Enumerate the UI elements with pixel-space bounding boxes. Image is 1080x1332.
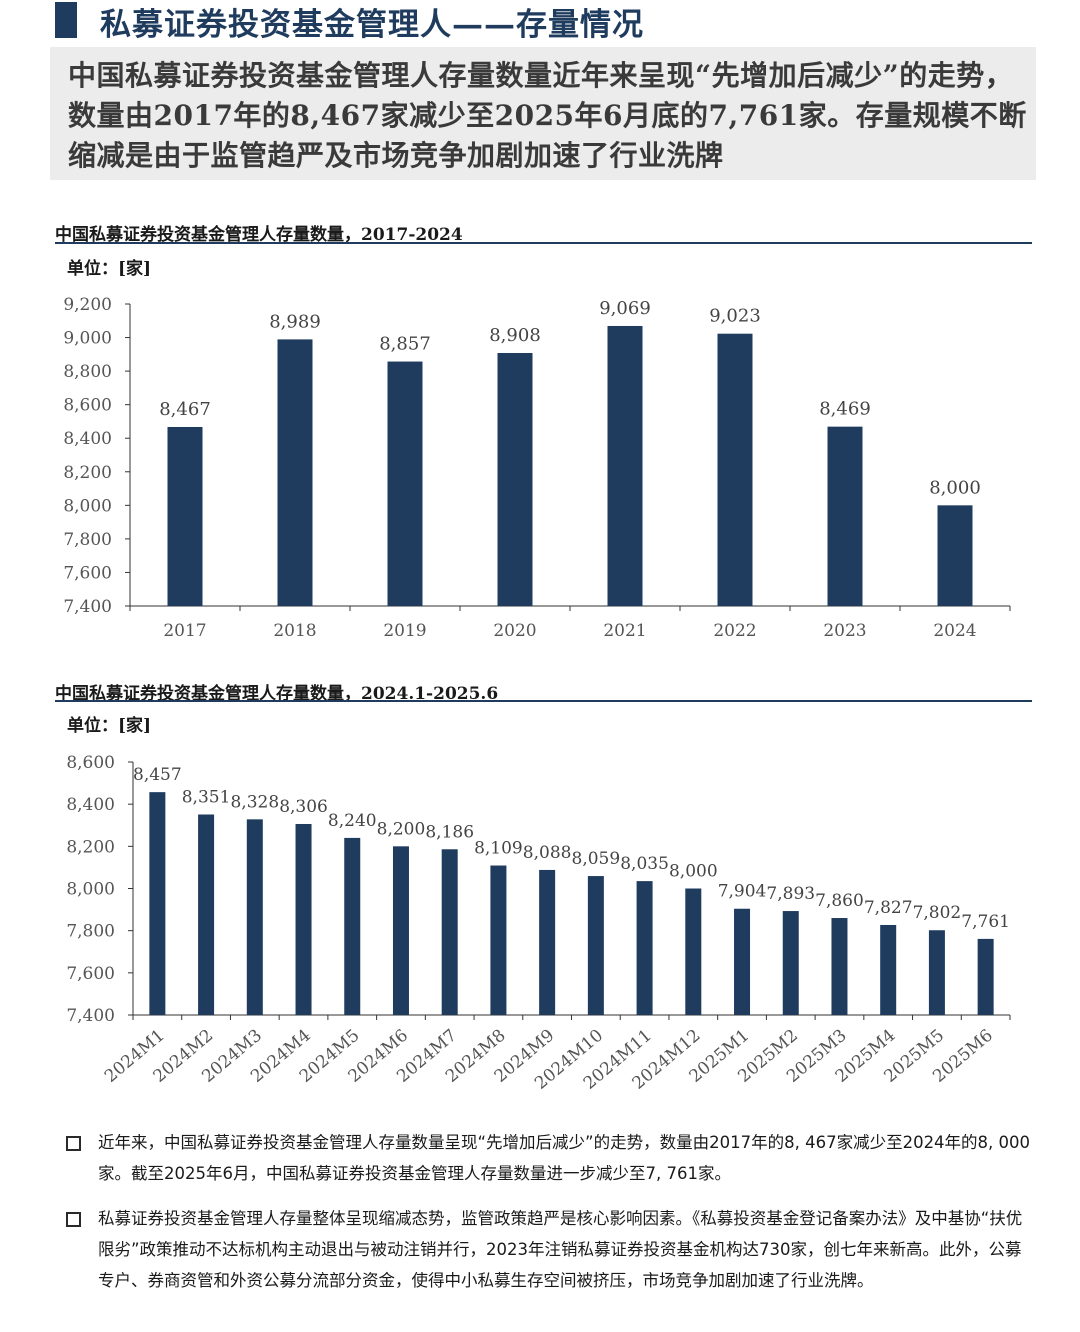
note2-bullet-icon <box>66 1212 81 1227</box>
chart2-data-label: 8,200 <box>377 819 426 839</box>
chart1-data-label: 8,000 <box>929 477 981 498</box>
chart1-bar <box>607 325 643 606</box>
chart2-bar <box>344 837 361 1015</box>
chart2-bar <box>198 814 215 1015</box>
chart2-y-tick-label: 7,400 <box>66 1006 115 1026</box>
chart1-title-rule <box>55 242 1032 244</box>
chart1-x-tick-label: 2021 <box>603 621 646 641</box>
chart1-x-tick-label: 2024 <box>933 621 976 641</box>
chart2-bar <box>392 846 409 1015</box>
chart2-y-tick-label: 7,600 <box>66 964 115 984</box>
chart2-title: 中国私募证券投资基金管理人存量数量，2024.1-2025.6 <box>55 684 499 704</box>
chart1-y-tick-label: 8,200 <box>63 463 112 483</box>
chart1-bar <box>827 426 863 606</box>
chart1-x-tick-label: 2022 <box>713 621 756 641</box>
chart2-bar-chart: 7,400 7,600 7,800 8,000 8,200 8,400 8,600 8,457… <box>66 753 1011 1094</box>
chart1-bar <box>937 505 973 606</box>
chart1-x-tick-label: 2018 <box>273 621 316 641</box>
chart2-data-label: 8,059 <box>572 849 621 869</box>
note1-bullet-icon <box>66 1136 81 1151</box>
chart1-x-tick-label: 2017 <box>163 621 206 641</box>
chart1-x-tick-label: 2020 <box>493 621 536 641</box>
chart2-data-label: 8,328 <box>230 792 279 812</box>
chart2-bar <box>831 918 848 1015</box>
chart2-y-tick-label: 7,800 <box>66 922 115 942</box>
chart2-data-label: 8,109 <box>474 839 523 859</box>
chart2-data-label: 7,827 <box>864 898 913 918</box>
chart1-y-tick-label: 8,800 <box>63 362 112 382</box>
summary-text: 中国私募证券投资基金管理人存量数量近年来呈现“先增加后减少”的走势，数量由201… <box>68 59 1027 172</box>
chart2-bar <box>685 888 702 1015</box>
chart1-y-tick-label: 7,800 <box>63 530 112 550</box>
chart1-bar <box>277 339 313 606</box>
chart2-bar <box>539 869 556 1015</box>
chart2-bar <box>734 908 751 1015</box>
chart1-data-label: 8,467 <box>159 399 211 420</box>
chart2-y-tick-label: 8,000 <box>66 880 115 900</box>
chart2-data-label: 8,457 <box>133 765 182 785</box>
chart2-data-label: 8,035 <box>620 854 669 874</box>
chart2-bar <box>149 792 166 1015</box>
note-2: 私募证券投资基金管理人存量整体呈现缩减态势，监管政策趋严是核心影响因素。《私募投… <box>98 1209 1023 1290</box>
chart1-data-label: 9,023 <box>709 306 761 327</box>
chart1-y-tick-label: 8,600 <box>63 396 112 416</box>
chart1-y-tick-label: 9,000 <box>63 329 112 349</box>
chart2-y-tick-label: 8,200 <box>66 837 115 857</box>
chart2-bar <box>490 865 507 1015</box>
chart2-data-label: 7,761 <box>961 912 1010 932</box>
chart1-y-tick-label: 8,000 <box>63 496 112 516</box>
chart2-data-label: 7,802 <box>913 903 962 923</box>
chart1-bar <box>387 361 423 606</box>
chart1-data-label: 9,069 <box>599 298 651 319</box>
chart2-bar <box>295 823 312 1015</box>
chart1-bar <box>167 426 203 606</box>
chart1-data-label: 8,989 <box>269 311 321 332</box>
chart1-data-label: 8,908 <box>489 325 541 346</box>
chart1-y-tick-label: 7,400 <box>63 597 112 617</box>
chart2-data-label: 8,000 <box>669 862 718 882</box>
chart2-data-label: 8,240 <box>328 811 377 831</box>
chart2-unit-label: 单位：[家] <box>67 716 152 736</box>
chart2-y-tick-label: 8,400 <box>66 795 115 815</box>
chart2-bar <box>441 849 458 1015</box>
chart1-y-tick-label: 9,200 <box>63 295 112 315</box>
chart1-bar-chart: 7,400 7,600 7,800 8,000 8,200 8,400 8,600 8,800… <box>63 295 1011 641</box>
chart2-data-label: 8,186 <box>425 822 474 842</box>
chart2-data-label: 7,860 <box>815 891 864 911</box>
chart2-data-label: 8,088 <box>523 843 572 863</box>
chart1-unit-label: 单位：[家] <box>67 259 152 279</box>
chart2-y-tick-label: 8,600 <box>66 753 115 773</box>
chart1-x-tick-label: 2019 <box>383 621 426 641</box>
chart2-bar <box>587 876 604 1015</box>
chart2-bar <box>636 881 653 1015</box>
chart2-data-label: 7,893 <box>766 884 815 904</box>
chart2-bar <box>246 819 263 1015</box>
note-1: 近年来，中国私募证券投资基金管理人存量数量呈现“先增加后减少”的走势，数量由20… <box>98 1133 1031 1183</box>
chart1-x-tick-label: 2023 <box>823 621 866 641</box>
chart1-title: 中国私募证券投资基金管理人存量数量，2017-2024 <box>55 225 463 245</box>
chart2-data-label: 7,904 <box>718 882 767 902</box>
chart2-data-label: 8,351 <box>182 787 231 807</box>
summary-box <box>50 47 1036 180</box>
chart1-y-tick-label: 7,600 <box>63 563 112 583</box>
chart1-data-label: 8,469 <box>819 399 871 420</box>
chart1-bar <box>497 352 533 606</box>
chart2-data-label: 8,306 <box>279 797 328 817</box>
chart2-bar <box>782 911 799 1015</box>
chart2-bar <box>928 930 945 1015</box>
title-accent-bar <box>55 2 77 38</box>
chart2-title-rule <box>55 700 1032 702</box>
chart2-bar <box>977 938 994 1015</box>
page-title: 私募证券投资基金管理人——存量情况 <box>100 7 644 43</box>
chart2-bar <box>880 924 897 1015</box>
chart1-bar <box>717 333 753 606</box>
chart1-y-tick-label: 8,400 <box>63 429 112 449</box>
chart1-data-label: 8,857 <box>379 334 431 355</box>
